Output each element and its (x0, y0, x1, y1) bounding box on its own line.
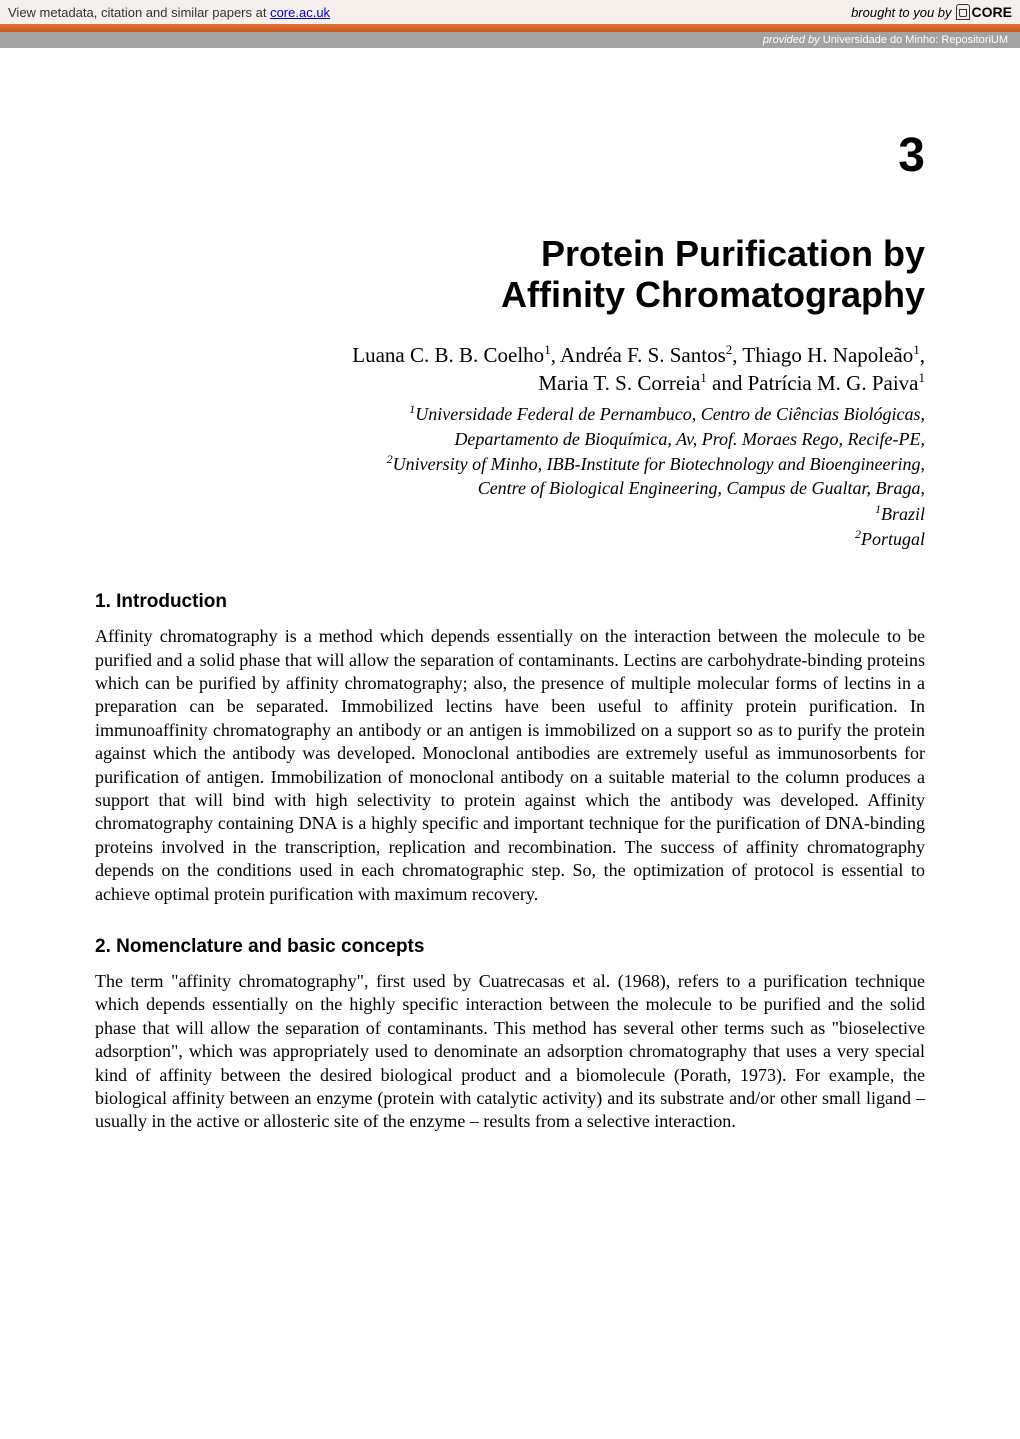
affil-1-line1: Universidade Federal de Pernambuco, Cent… (415, 404, 925, 424)
page-content: 3 Protein Purification by Affinity Chrom… (0, 48, 1020, 1174)
banner-metadata-text: View metadata, citation and similar pape… (8, 5, 330, 20)
author-4: Maria T. S. Correia (538, 371, 700, 395)
affil-1-line2: Departamento de Bioquímica, Av, Prof. Mo… (454, 429, 925, 449)
chapter-number: 3 (95, 128, 925, 183)
core-link[interactable]: core.ac.uk (270, 5, 330, 20)
author-5-affil: 1 (919, 370, 926, 385)
provided-by-bar: provided by Universidade do Minho: Repos… (0, 32, 1020, 48)
author-line1-end: , (920, 343, 925, 367)
chapter-title-line2: Affinity Chromatography (501, 274, 925, 315)
section-2-heading: 2. Nomenclature and basic concepts (95, 936, 925, 958)
affil-2-line1: University of Minho, IBB-Institute for B… (393, 454, 925, 474)
section-1-heading: 1. Introduction (95, 591, 925, 613)
core-banner: View metadata, citation and similar pape… (0, 0, 1020, 24)
authors-block: Luana C. B. B. Coelho 1 , Andréa F. S. San… (95, 341, 925, 398)
core-logo: CORE (956, 4, 1012, 20)
section-2-body: The term "affinity chromatography", firs… (95, 970, 925, 1134)
core-logo-text: CORE (972, 4, 1012, 20)
banner-prefix: View metadata, citation and similar pape… (8, 5, 270, 20)
affil-2-line2: Centre of Biological Engineering, Campus… (478, 478, 925, 498)
core-icon (956, 4, 970, 20)
banner-attribution: brought to you by CORE (851, 4, 1012, 20)
author-3-sep: , Thiago H. Napoleão (732, 343, 913, 367)
country-1: Brazil (881, 504, 925, 524)
chapter-title-line1: Protein Purification by (541, 233, 925, 274)
affiliations-block: 1Universidade Federal de Pernambuco, Cen… (95, 401, 925, 551)
country-2: Portugal (861, 529, 925, 549)
provided-by-label: provided by (763, 34, 823, 46)
author-2-sep: , Andréa F. S. Santos (551, 343, 726, 367)
orange-divider-bar (0, 24, 1020, 32)
author-1: Luana C. B. B. Coelho (352, 343, 544, 367)
brought-to-you-text: brought to you by (851, 5, 951, 20)
section-1-body: Affinity chromatography is a method whic… (95, 625, 925, 906)
author-5-sep: and Patrícia M. G. Paiva (707, 371, 919, 395)
chapter-title: Protein Purification by Affinity Chromat… (95, 233, 925, 316)
provided-by-source: Universidade do Minho: RepositoriUM (823, 34, 1008, 46)
